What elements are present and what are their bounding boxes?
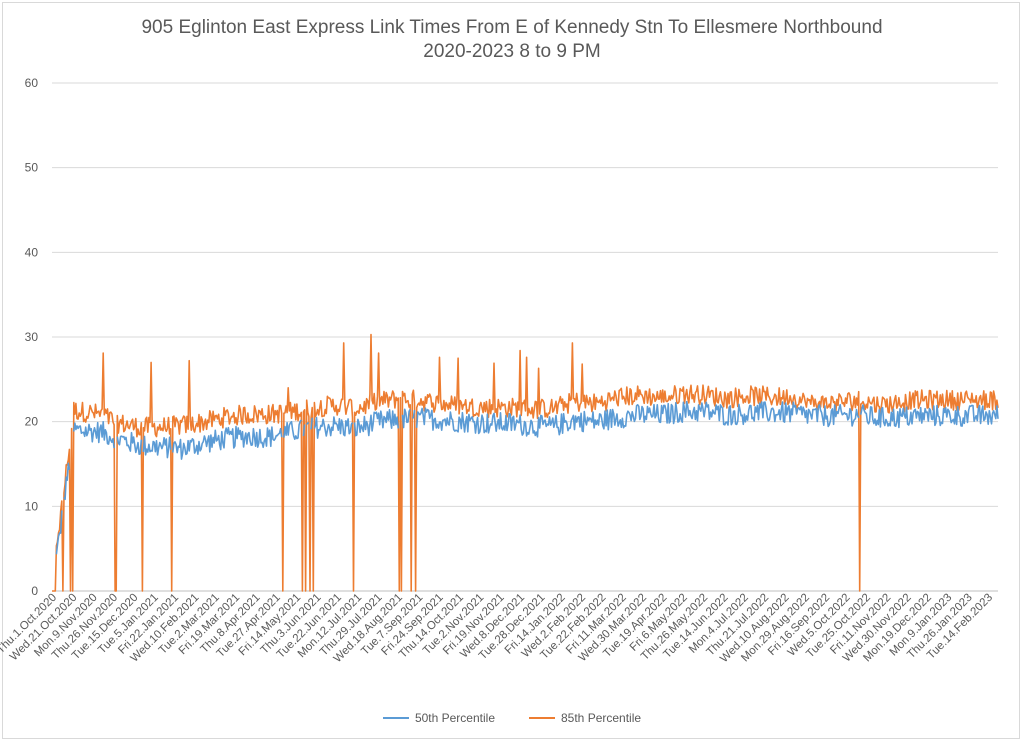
legend-swatch-50th — [382, 717, 409, 719]
y-tick-label: 30 — [25, 330, 39, 344]
y-tick-label: 0 — [31, 584, 38, 598]
y-tick-label: 10 — [25, 499, 39, 513]
chart-subtitle-line: 2020-2023 8 to 9 PM — [423, 41, 601, 62]
series-line-85th-percentile — [52, 333, 999, 592]
series-line-50th-percentile — [55, 400, 999, 555]
chart-title: 905 Eglinton East Express Link Times Fro… — [0, 16, 1024, 64]
y-tick-label: 20 — [25, 415, 39, 429]
legend-item-50th: 50th Percentile — [382, 711, 495, 725]
y-tick-label: 60 — [25, 76, 39, 90]
chart-title-line: 905 Eglinton East Express Link Times Fro… — [141, 17, 883, 38]
legend-swatch-85th — [529, 717, 555, 719]
legend-label-85th: 85th Percentile — [561, 711, 642, 725]
legend-item-85th: 85th Percentile — [529, 711, 641, 725]
chart-legend: 50th Percentile 85th Percentile — [0, 711, 1024, 725]
y-tick-label: 40 — [25, 245, 39, 259]
legend-label-50th: 50th Percentile — [414, 711, 495, 725]
y-tick-label: 50 — [25, 161, 39, 175]
